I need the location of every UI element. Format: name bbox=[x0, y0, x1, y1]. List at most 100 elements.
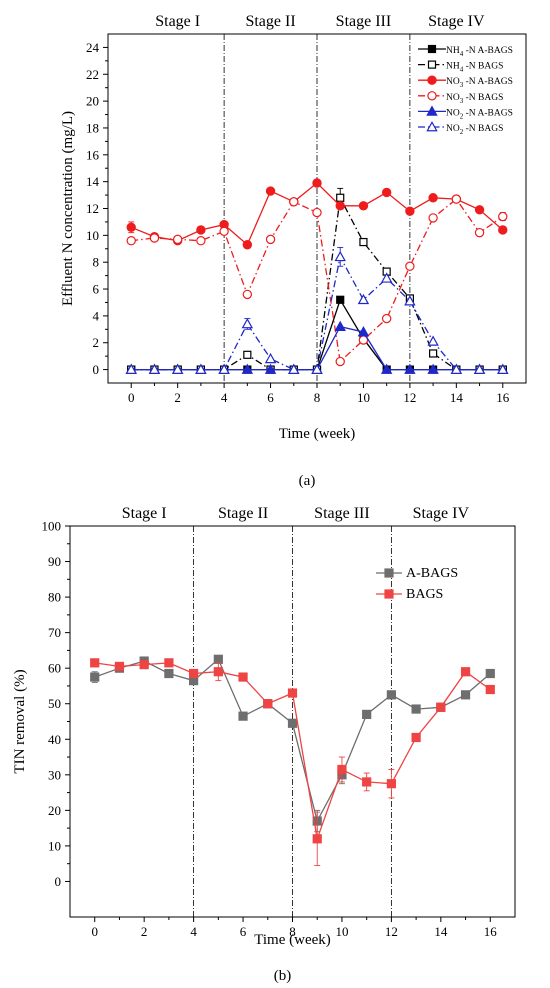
legend-entry-subscript: 3 bbox=[460, 97, 464, 105]
data-point bbox=[126, 236, 136, 246]
y-tick-label: 14 bbox=[86, 174, 100, 189]
data-point bbox=[498, 211, 508, 222]
legend-entry-rest: -N A-BAGS bbox=[463, 108, 513, 118]
y-tick-label: 6 bbox=[93, 282, 100, 297]
data-point bbox=[451, 194, 462, 204]
legend-marker bbox=[426, 105, 438, 116]
data-point bbox=[386, 690, 396, 700]
data-point bbox=[411, 732, 421, 743]
data-point bbox=[264, 363, 277, 374]
data-point bbox=[265, 186, 276, 196]
data-point bbox=[189, 668, 199, 679]
x-tick-label: 10 bbox=[357, 390, 370, 405]
legend-entry-main: NO bbox=[446, 77, 460, 87]
data-point bbox=[362, 709, 372, 719]
chart-panel-2: Stage I Stage II Stage III Stage IV 0 2 4 6 8 10 1… bbox=[12, 505, 516, 984]
data-point bbox=[312, 178, 322, 188]
data-point bbox=[263, 699, 273, 709]
y-tick-label: 10 bbox=[48, 838, 61, 853]
legend-marker bbox=[384, 589, 394, 599]
data-point bbox=[381, 313, 392, 324]
legend-entry-rest: -N BAGS bbox=[463, 62, 503, 72]
y-tick-label: 20 bbox=[86, 94, 99, 109]
y-tick-label: 80 bbox=[48, 590, 61, 605]
data-point bbox=[474, 205, 485, 215]
legend-marker bbox=[427, 75, 437, 85]
data-point bbox=[362, 777, 372, 787]
data-point bbox=[312, 207, 322, 218]
stage-label: Stage I bbox=[122, 505, 167, 522]
data-point bbox=[264, 352, 277, 364]
stage-label: Stage II bbox=[218, 505, 268, 522]
data-point bbox=[334, 250, 346, 262]
legend-entry-rest: -N BAGS bbox=[463, 124, 503, 134]
legend-marker bbox=[426, 121, 438, 132]
legend-entry-rest: -N A-BAGS bbox=[463, 46, 513, 56]
x-tick-label: 8 bbox=[314, 390, 321, 405]
legend-entry-subscript: 3 bbox=[460, 81, 464, 89]
data-point bbox=[171, 363, 184, 374]
legend-entry-main: NO bbox=[446, 124, 460, 134]
data-point bbox=[241, 318, 254, 329]
data-point bbox=[497, 363, 509, 374]
x-tick-label: 14 bbox=[450, 390, 464, 405]
stage-label: Stage III bbox=[336, 13, 392, 30]
stage-label: Stage I bbox=[155, 13, 200, 30]
x-tick-label: 12 bbox=[385, 924, 398, 939]
x-tick-label: 2 bbox=[174, 390, 181, 405]
data-point bbox=[238, 672, 248, 682]
data-point bbox=[357, 326, 370, 337]
data-point bbox=[196, 236, 206, 246]
data-point bbox=[336, 193, 345, 202]
data-point bbox=[90, 672, 100, 682]
legend-entry: NH4 -N BAGS bbox=[446, 62, 503, 74]
data-point bbox=[196, 225, 206, 235]
data-point bbox=[460, 690, 471, 700]
data-point bbox=[219, 226, 229, 237]
data-point bbox=[485, 668, 495, 679]
x-tick-label: 4 bbox=[221, 390, 228, 405]
legend-entry: NO2 -N A-BAGS bbox=[446, 108, 513, 120]
legend-marker bbox=[427, 44, 437, 54]
data-point bbox=[126, 222, 136, 232]
y-tick-label: 0 bbox=[93, 362, 100, 377]
data-point bbox=[404, 295, 416, 306]
x-tick-label: 4 bbox=[190, 924, 197, 939]
data-point bbox=[460, 667, 471, 677]
data-point bbox=[386, 779, 396, 789]
data-point bbox=[405, 206, 415, 216]
legend-entry-main: NH bbox=[446, 62, 460, 72]
legend-marker bbox=[384, 568, 394, 578]
y-tick-label: 18 bbox=[86, 120, 99, 135]
legend-marker bbox=[427, 60, 437, 69]
series-6 bbox=[125, 246, 509, 374]
data-point bbox=[473, 363, 486, 374]
legend-entry-rest: -N A-BAGS bbox=[463, 77, 513, 87]
y-tick-label: 50 bbox=[48, 696, 61, 711]
data-point bbox=[336, 295, 345, 304]
y-tick-label: 20 bbox=[48, 803, 61, 818]
legend-entry-main: NH bbox=[446, 46, 460, 56]
data-point bbox=[311, 363, 323, 374]
data-point bbox=[359, 237, 368, 247]
y-tick-label: 16 bbox=[86, 147, 100, 162]
legend-entry: NO3 -N BAGS bbox=[446, 93, 503, 105]
y-tick-label: 4 bbox=[93, 308, 100, 323]
data-point bbox=[357, 293, 370, 305]
legend-entry-main: NO bbox=[446, 93, 460, 103]
data-point bbox=[213, 654, 223, 664]
data-point bbox=[287, 718, 298, 728]
data-point bbox=[405, 261, 415, 271]
panel-label: (b) bbox=[274, 968, 292, 984]
y-tick-label: 60 bbox=[48, 661, 61, 676]
series-4 bbox=[126, 194, 508, 367]
y-tick-label: 30 bbox=[48, 767, 61, 782]
y-tick-label: 2 bbox=[93, 335, 100, 350]
x-tick-label: 6 bbox=[240, 924, 247, 939]
x-tick-label: 10 bbox=[335, 924, 348, 939]
legend-entry: NO3 -N A-BAGS bbox=[446, 77, 513, 89]
data-point bbox=[139, 660, 149, 670]
data-point bbox=[335, 356, 345, 367]
legend-entry-main: NO bbox=[446, 108, 460, 118]
data-point bbox=[238, 711, 248, 721]
